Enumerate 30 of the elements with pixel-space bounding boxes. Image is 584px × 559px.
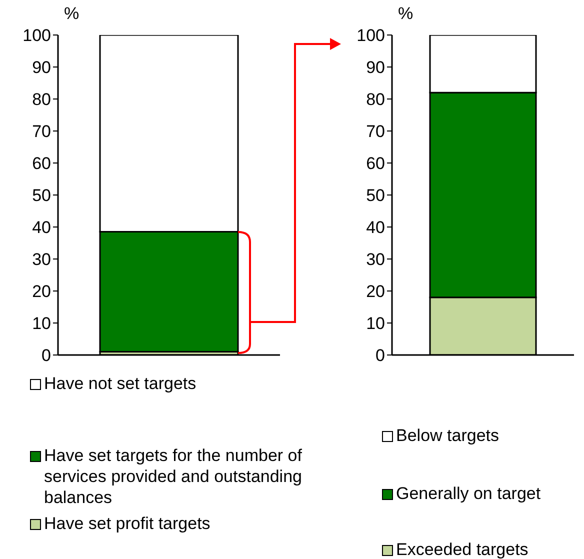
y-tick-label: 70 — [32, 122, 51, 142]
legend-label: Have set targets for the number of services provided and outstanding balances — [44, 445, 303, 508]
y-tick-label: 30 — [32, 250, 51, 270]
legend-label: Have set profit targets — [44, 513, 212, 534]
legend-label: Generally on target — [396, 483, 542, 504]
y-tick-label: 0 — [42, 346, 51, 366]
y-tick-label: 70 — [366, 122, 385, 142]
y-tick-label: 80 — [366, 90, 385, 110]
y-tick-label: 0 — [376, 346, 385, 366]
y-tick-label: 90 — [32, 58, 51, 78]
y-tick-label: 10 — [366, 314, 385, 334]
legend-label: Have not set targets — [44, 373, 198, 394]
y-tick-label: 30 — [366, 250, 385, 270]
y-tick-label: 40 — [32, 218, 51, 238]
y-tick-label: 20 — [32, 282, 51, 302]
y-tick-label: 100 — [22, 26, 51, 46]
y-tick-label: 80 — [32, 90, 51, 110]
legend-label: Exceeded targets — [396, 539, 530, 559]
y-tick-label: 100 — [356, 26, 385, 46]
y-tick-label: 60 — [32, 154, 51, 174]
legend-label: Below targets — [396, 425, 500, 446]
y-tick-label: 50 — [32, 186, 51, 206]
y-axis-title: % — [398, 4, 414, 24]
y-tick-label: 10 — [32, 314, 51, 334]
y-axis-title: % — [64, 4, 80, 24]
y-tick-label: 50 — [366, 186, 385, 206]
y-tick-label: 90 — [366, 58, 385, 78]
y-tick-label: 40 — [366, 218, 385, 238]
y-tick-label: 60 — [366, 154, 385, 174]
y-tick-label: 20 — [366, 282, 385, 302]
